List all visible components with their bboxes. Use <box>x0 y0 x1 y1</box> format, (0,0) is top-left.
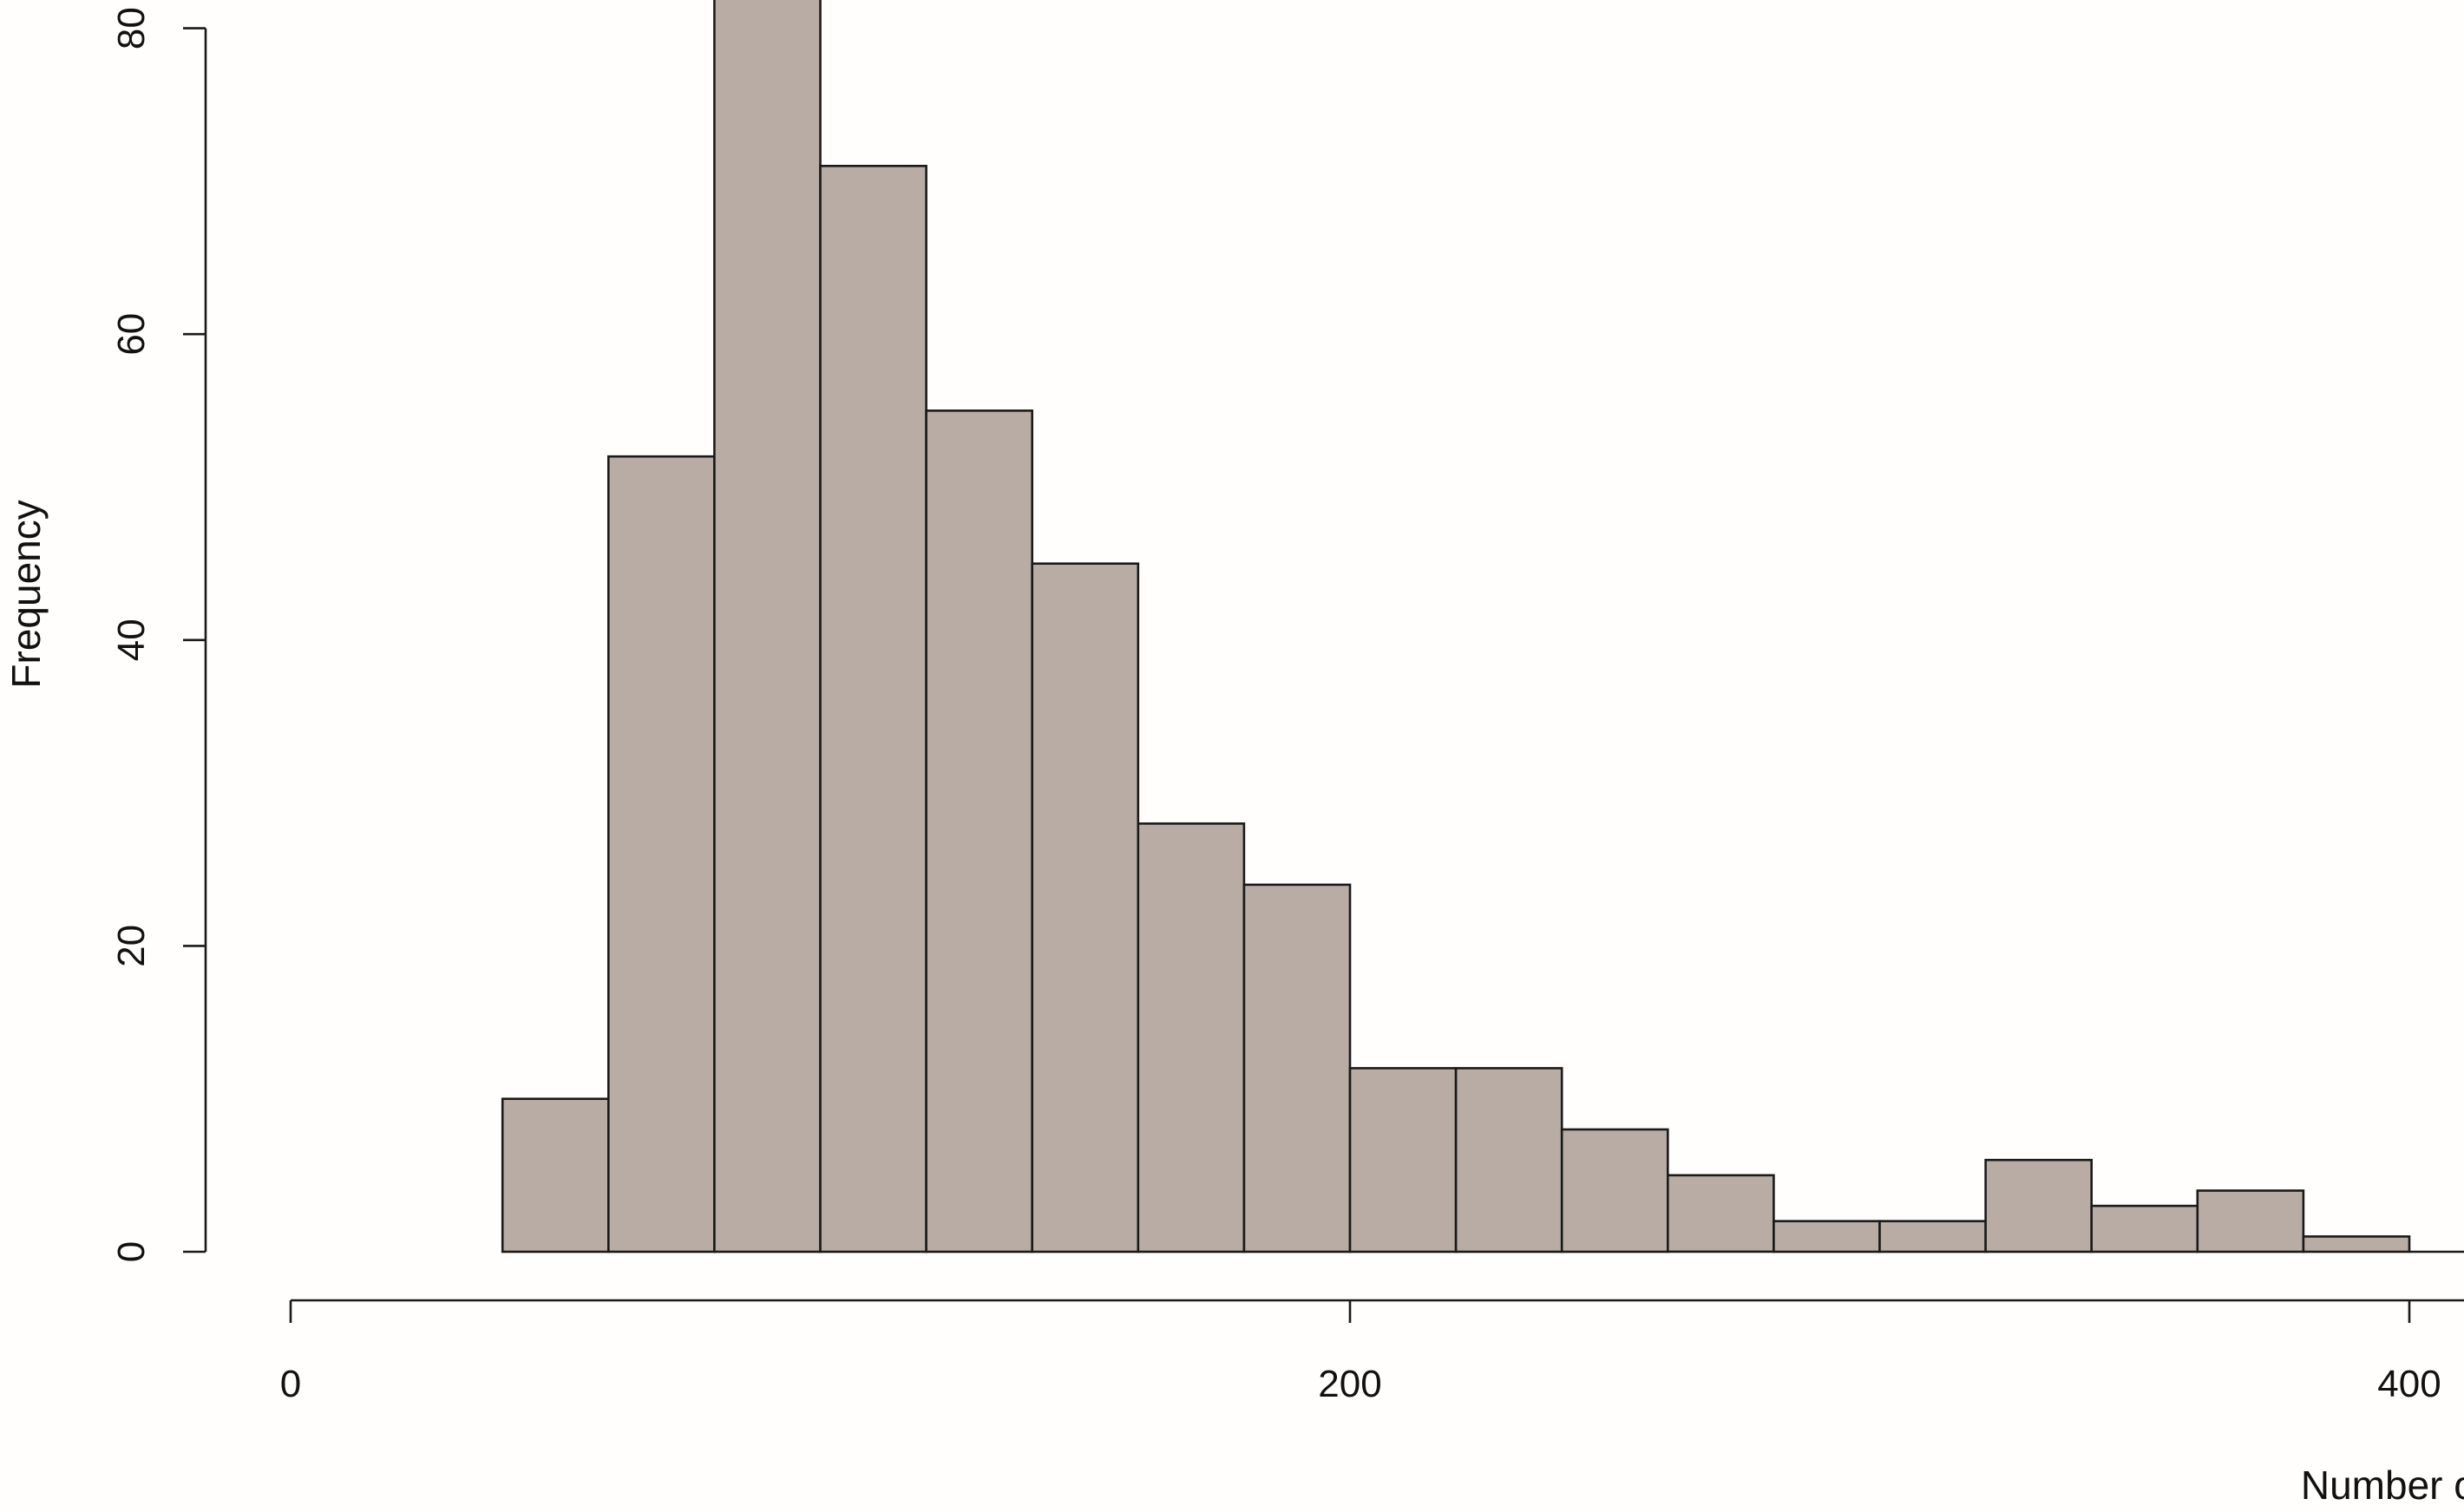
y-tick-label-0: 0 <box>110 1241 153 1262</box>
bars-group <box>501 0 2464 1253</box>
y-axis: 0 20 40 60 80 <box>110 7 207 1262</box>
histogram-bar-160-180 <box>1137 822 1246 1253</box>
y-tick-label-80: 80 <box>110 7 153 49</box>
histogram-bar-180-200 <box>1242 883 1352 1253</box>
y-tick-label-20: 20 <box>110 925 153 967</box>
y-tick-label-60: 60 <box>110 313 153 356</box>
histogram-bar-140-160 <box>1031 562 1140 1253</box>
histogram-bar-120-140 <box>925 409 1033 1253</box>
histogram-bar-300-320 <box>1878 1220 1987 1253</box>
x-tick-label-200: 200 <box>1318 1363 1381 1405</box>
x-axis: 0200400600800 <box>280 1299 2464 1405</box>
histogram-bar-280-300 <box>1773 1220 1881 1253</box>
histogram-bar-60-80 <box>606 455 716 1253</box>
x-axis-title: Number of Tweets <box>2301 1463 2464 1508</box>
histogram-bar-200-220 <box>1348 1067 1458 1253</box>
histogram-bar-340-360 <box>2090 1204 2199 1253</box>
x-tick-label-400: 400 <box>2377 1363 2441 1405</box>
x-tick-label-0: 0 <box>280 1363 301 1405</box>
histogram-bar-260-280 <box>1667 1174 1775 1253</box>
histogram-bar-380-400 <box>2302 1235 2411 1253</box>
histogram-bar-320-340 <box>1984 1158 2094 1253</box>
y-tick-label-40: 40 <box>110 619 153 661</box>
histogram-bar-80-100 <box>713 0 822 1253</box>
histogram-bar-360-380 <box>2196 1189 2305 1253</box>
histogram-bar-100-120 <box>819 165 927 1253</box>
histogram-bar-240-260 <box>1560 1128 1669 1253</box>
histogram-bar-220-240 <box>1454 1067 1563 1253</box>
histogram-bar-40-60 <box>501 1097 610 1253</box>
y-axis-title: Frequency <box>3 500 49 688</box>
